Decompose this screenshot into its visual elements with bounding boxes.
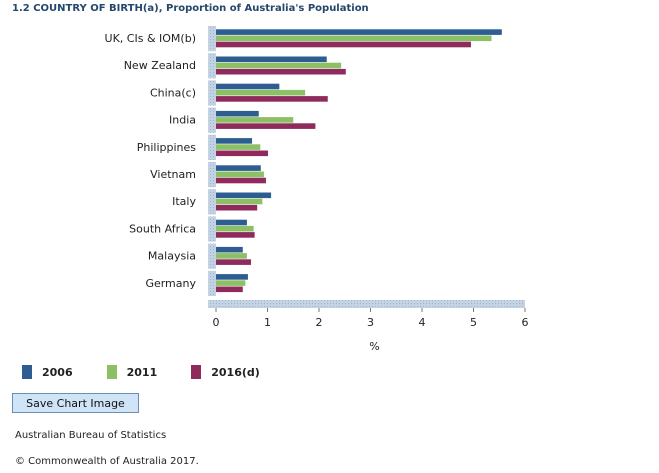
category-separator <box>208 187 216 190</box>
x-tick-label: 6 <box>522 316 529 329</box>
bar-2016d-4 <box>216 150 269 157</box>
legend-item-2006: 2006 <box>22 365 73 379</box>
bar-2006-3 <box>216 110 259 117</box>
bar-2011-5 <box>216 171 264 178</box>
x-tick-label: 3 <box>367 316 374 329</box>
bar-2006-6 <box>216 192 272 199</box>
category-label: India <box>169 114 196 127</box>
category-label: New Zealand <box>124 59 196 72</box>
bar-2016d-0 <box>216 41 471 48</box>
category-separator <box>208 105 216 108</box>
bar-2006-4 <box>216 138 253 144</box>
category-label: China(c) <box>150 86 196 99</box>
category-separator <box>208 214 216 217</box>
bar-2006-5 <box>216 165 261 171</box>
category-separator <box>208 296 216 298</box>
category-label: South Africa <box>129 222 196 235</box>
category-separator <box>208 160 216 162</box>
bar-2011-9 <box>216 280 246 286</box>
category-label: Vietnam <box>150 168 196 181</box>
bar-2011-6 <box>216 198 263 205</box>
category-label: Malaysia <box>148 250 196 263</box>
copyright-text: © Commonwealth of Australia 2017. <box>15 456 199 467</box>
bar-2016d-9 <box>216 286 243 293</box>
bar-2006-9 <box>216 274 248 280</box>
category-label: Germany <box>145 277 196 290</box>
bar-2016d-5 <box>216 177 266 184</box>
chart-title: 1.2 COUNTRY OF BIRTH(a), Proportion of A… <box>12 3 369 14</box>
bar-2006-2 <box>216 83 280 90</box>
legend-label-2016: 2016(d) <box>211 365 260 379</box>
category-separator <box>208 132 216 135</box>
bar-2006-8 <box>216 246 243 253</box>
legend-label-2011: 2011 <box>126 365 158 379</box>
bar-2006-0 <box>216 29 502 35</box>
x-tick-label: 0 <box>213 316 220 329</box>
save-chart-image-button[interactable]: Save Chart Image <box>12 393 139 413</box>
legend-label-2006: 2006 <box>42 365 73 379</box>
legend-swatch-2006 <box>22 365 32 379</box>
bar-2016d-8 <box>216 259 252 265</box>
bar-2011-0 <box>216 35 492 42</box>
category-separator <box>208 268 216 271</box>
bar-2016d-6 <box>216 204 258 211</box>
bar-2006-7 <box>216 219 247 226</box>
x-axis-label: % <box>369 340 379 353</box>
category-label: Italy <box>172 195 196 208</box>
x-axis-strip <box>208 300 525 308</box>
x-tick-label: 4 <box>419 316 426 329</box>
legend-item-2011: 2011 <box>106 365 158 379</box>
legend-swatch-2016 <box>191 365 202 379</box>
legend-swatch-2011 <box>106 365 117 379</box>
bar-2011-8 <box>216 253 247 259</box>
bar-2011-1 <box>216 62 342 69</box>
bar-2011-2 <box>216 89 306 96</box>
bar-2011-3 <box>216 117 294 123</box>
category-label: Philippines <box>137 141 197 154</box>
bar-2016d-2 <box>216 96 328 102</box>
x-tick-label: 2 <box>316 316 323 329</box>
bar-2016d-1 <box>216 68 346 75</box>
bar-2011-7 <box>216 225 254 232</box>
legend-item-2016: 2016(d) <box>191 365 260 379</box>
bar-chart: UK, CIs & IOM(b) New Zealand China(c) India… <box>105 26 529 353</box>
bar-2011-4 <box>216 144 261 150</box>
bar-2016d-3 <box>216 123 316 129</box>
category-separator <box>208 51 216 54</box>
bar-2006-1 <box>216 56 327 63</box>
legend: 2006 2011 2016(d) <box>22 365 294 379</box>
category-separator <box>208 241 216 244</box>
category-separator <box>208 78 216 81</box>
source-text: Australian Bureau of Statistics <box>15 430 167 441</box>
category-label: UK, CIs & IOM(b) <box>105 32 196 45</box>
bar-2016d-7 <box>216 232 255 238</box>
x-tick-label: 1 <box>264 316 271 329</box>
x-tick-label: 5 <box>470 316 477 329</box>
